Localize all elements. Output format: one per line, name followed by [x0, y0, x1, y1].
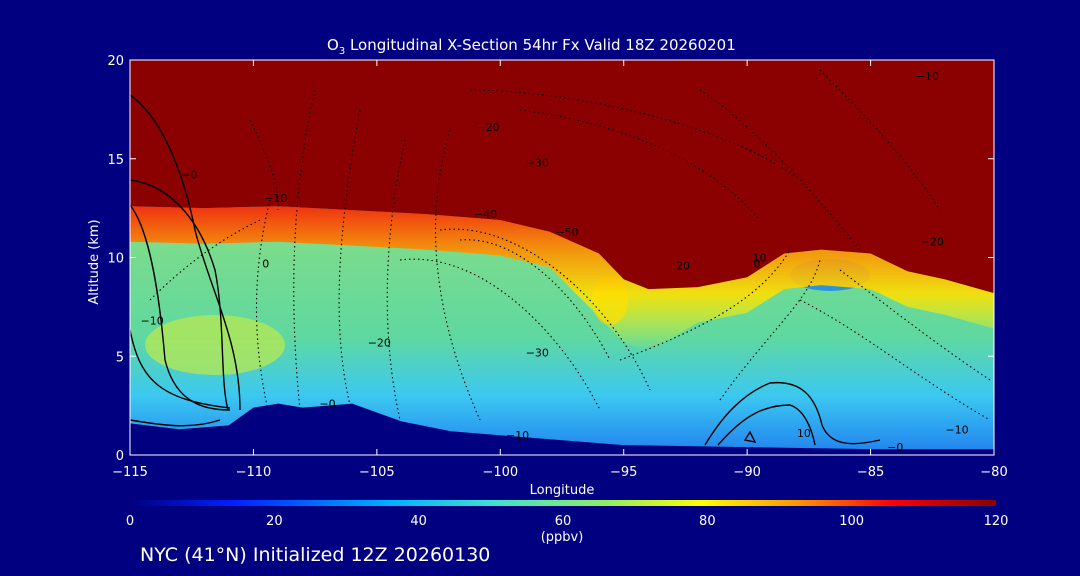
contour-dotted-15: [719, 259, 821, 401]
contour-label-10: 0: [262, 257, 269, 270]
contour-label-4: −50: [555, 226, 578, 239]
contour-label-18: 10: [797, 427, 811, 440]
x-tick-label: −90: [733, 465, 760, 480]
contour-label-13: −20: [921, 236, 944, 249]
contour-dotted-7: [439, 228, 651, 391]
colorbar-tick-label: 0: [126, 514, 134, 529]
x-tick-label: −105: [359, 465, 395, 480]
contour-label-11: −10: [506, 429, 529, 442]
contour-dotted-14: [619, 249, 791, 361]
x-tick-label: −95: [610, 465, 637, 480]
contour-label-9: −30: [526, 346, 549, 359]
contour-solid-3: [130, 329, 231, 409]
colorbar-tick-label: 100: [839, 514, 864, 529]
chart-title: O3 Longitudinal X-Section 54hr Fx Valid …: [327, 36, 736, 57]
contour-solid-7: [130, 419, 221, 427]
contour-solid-5: [717, 404, 816, 446]
contour-dotted-13: [799, 299, 991, 421]
contour-solid-6: [743, 430, 757, 443]
y-tick-label: 20: [107, 54, 124, 69]
contour-label-6: −0: [181, 169, 197, 182]
contour-label-5: −10: [264, 192, 287, 205]
contour-dotted-9: [459, 239, 611, 361]
contour-label-19: 20: [676, 259, 690, 272]
colorbar: [130, 500, 996, 506]
colorbar-tick-label: 40: [410, 514, 427, 529]
contour-solid-4: [704, 381, 881, 446]
contour-solid-2: [130, 204, 231, 411]
contour-dotted-8: [399, 258, 601, 411]
colorbar-tick-label: 80: [699, 514, 716, 529]
contour-dotted-11: [819, 69, 941, 211]
contour-label-8: −20: [368, 336, 391, 349]
contour-dotted-12: [839, 269, 991, 381]
y-axis-label: Altitude (km): [87, 219, 102, 304]
y-tick-label: 10: [107, 252, 124, 267]
contour-dotted-6: [519, 109, 761, 221]
colorbar-tick-label: 20: [266, 514, 283, 529]
contour-label-14: −10: [945, 423, 968, 436]
x-tick-label: −100: [482, 465, 518, 480]
x-axis-label: Longitude: [530, 483, 595, 498]
contour-dotted-2: [338, 109, 361, 406]
contour-solid-0: [130, 94, 241, 411]
contour-dotted-10: [699, 89, 861, 251]
plot-area: −10 −20 −30 −40 −50 −10 −0 −10 −20 −30 0 −10 −0 −20 −1…: [130, 60, 994, 455]
contour-lines: [130, 69, 991, 446]
contour-label-15: −0: [887, 441, 903, 454]
x-axis: −115 −110 −105 −100 −95 −90 −85 −80: [112, 60, 1008, 480]
x-tick-label: −80: [980, 465, 1007, 480]
contour-label-3: −40: [474, 208, 497, 221]
contour-label-12: −0: [319, 398, 335, 411]
contour-solid-1: [130, 179, 229, 411]
terrain: [130, 403, 994, 455]
ozone-maximum-west: [145, 315, 285, 375]
tropopause-gradient: [130, 206, 994, 353]
y-axis: 0 5 10 15 20: [107, 54, 994, 464]
y-tick-label: 5: [116, 350, 124, 365]
colorbar-units: (ppbv): [541, 530, 584, 545]
colorbar-ticks: 0 20 40 60 80 100 120: [126, 514, 1009, 529]
contour-label-16: 0: [754, 257, 761, 270]
contour-annotations: −10 −20 −30 −40 −50 −10 −0 −10 −20 −30 0 −10 −0 −20 −1…: [141, 70, 969, 454]
contour-label-17: 10: [752, 251, 766, 264]
x-tick-label: −85: [857, 465, 884, 480]
contour-dotted-0: [255, 199, 271, 411]
footer-init-label: NYC (41°N) Initialized 12Z 20260130: [140, 544, 490, 566]
contour-label-2: −30: [526, 157, 549, 170]
colorbar-tick-label: 60: [555, 514, 572, 529]
x-tick-label: −115: [112, 465, 148, 480]
contour-label-7: −10: [141, 315, 164, 328]
stratosphere-region: [130, 60, 994, 294]
contour-label-0: −10: [916, 70, 939, 83]
y-tick-label: 15: [107, 153, 124, 168]
contour-label-1: −20: [476, 121, 499, 134]
x-tick-label: −110: [236, 465, 272, 480]
contour-dotted-16: [149, 219, 261, 301]
y-tick-label: 0: [116, 449, 124, 464]
colorbar-tick-label: 120: [984, 514, 1009, 529]
